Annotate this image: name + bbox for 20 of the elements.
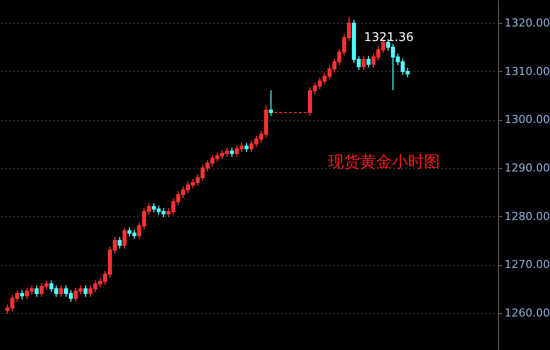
candlestick [59,284,64,298]
candlestick [230,147,234,158]
candlestick [118,236,122,250]
y-tick-label: 1300.00 [504,113,550,126]
candlestick [244,142,249,153]
y-tick-label: 1320.00 [504,16,550,30]
y-tick-label: 1270.00 [504,258,550,272]
candlestick [20,290,24,300]
y-tick-label: 1290.00 [504,162,550,174]
y-tick-label: 1260.00 [504,306,550,320]
y-tick-label: 1310.00 [504,64,550,78]
candlestick [84,284,88,298]
candlestick [362,56,366,70]
candlestick [268,90,273,116]
text: 现货黄金小时图 [328,152,440,171]
annotation: 1321.36 [364,30,414,44]
candlestick [366,56,371,68]
candlestick [122,226,127,250]
candlestick [34,284,39,298]
y-tick-label: 1280.00 [504,210,550,223]
